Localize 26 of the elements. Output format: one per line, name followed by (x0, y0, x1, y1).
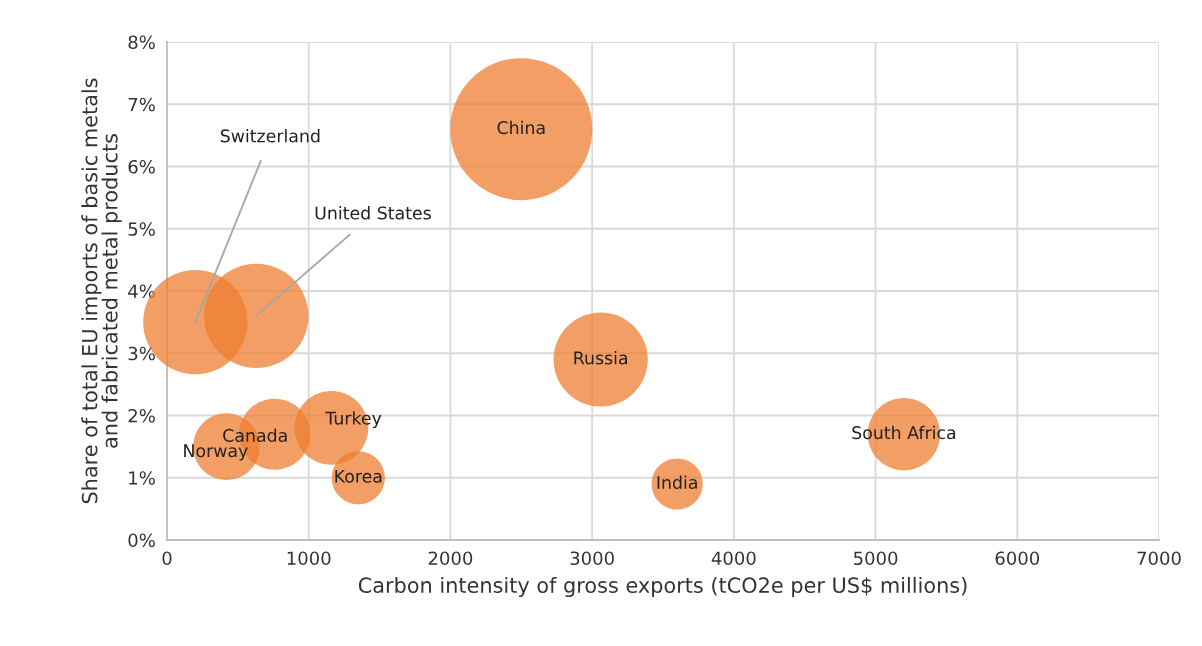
y-tick-label: 3% (128, 346, 155, 361)
annotation: United States (315, 206, 431, 220)
y-tick-label: 4% (128, 284, 155, 299)
x-tick-label: 6000 (995, 551, 1040, 566)
x-tick-label: 7000 (1137, 551, 1181, 566)
x-tick-label: 5000 (853, 551, 898, 566)
y-axis-title: Share of total EU imports of basic metals and fabricated metal products (81, 78, 122, 504)
annotation: Switzerland (220, 129, 320, 143)
y-tick-label: 0% (128, 533, 155, 548)
annotation: Canada (223, 428, 287, 442)
y-tick-label: 8% (128, 35, 155, 50)
annotation: India (657, 475, 697, 490)
annotation: Russia (574, 351, 627, 365)
y-tick-label: 2% (128, 408, 155, 423)
y-tick-label: 7% (128, 97, 155, 112)
y-tick-label: 1% (129, 471, 155, 485)
y-tick-label: 5% (128, 222, 155, 236)
x-tick-label: 0 (162, 551, 172, 566)
x-axis-title: Carbon intensity of gross exports (tCO2e per US$ millions) (358, 576, 967, 598)
x-tick-label: 1000 (287, 551, 331, 566)
annotation: China (497, 120, 545, 135)
x-tick-label: 3000 (570, 551, 614, 566)
x-tick-label: 4000 (711, 551, 756, 566)
annotation: Korea (335, 469, 382, 483)
x-tick-label: 2000 (428, 551, 473, 566)
y-tick-label: 6% (128, 159, 155, 174)
